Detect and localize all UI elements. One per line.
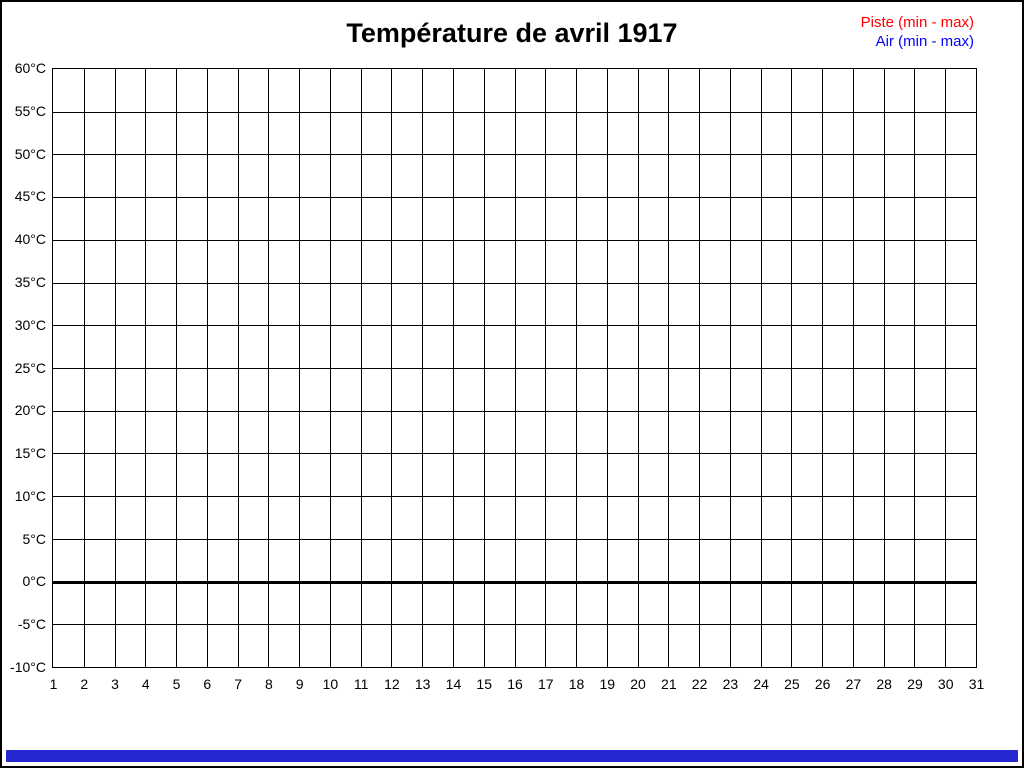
grid-hline bbox=[53, 111, 976, 113]
x-tick-label: 29 bbox=[907, 676, 923, 692]
x-tick-label: 1 bbox=[49, 676, 58, 692]
grid-hline bbox=[53, 154, 976, 156]
y-tick-label: 0°C bbox=[22, 573, 47, 590]
x-tick-label: 9 bbox=[295, 676, 304, 692]
x-tick-label: 20 bbox=[630, 676, 646, 692]
y-tick-label: 25°C bbox=[14, 359, 46, 376]
legend: Piste (min - max) Air (min - max) bbox=[861, 13, 974, 51]
x-tick-label: 24 bbox=[753, 676, 769, 692]
chart-title: Température de avril 1917 bbox=[346, 18, 678, 48]
x-tick-label: 5 bbox=[172, 676, 181, 692]
x-tick-label: 30 bbox=[937, 676, 954, 692]
x-tick-label: 14 bbox=[445, 676, 462, 692]
x-tick-label: 6 bbox=[203, 676, 212, 692]
y-tick-label: 15°C bbox=[14, 445, 46, 462]
x-tick-label: 21 bbox=[661, 676, 677, 692]
x-tick-label: 23 bbox=[722, 676, 739, 692]
x-tick-label: 10 bbox=[322, 676, 339, 692]
x-tick-label: 18 bbox=[568, 676, 585, 692]
y-tick-label: 5°C bbox=[22, 530, 47, 547]
y-tick-label: -10°C bbox=[10, 659, 46, 675]
x-tick-label: 15 bbox=[476, 676, 493, 692]
x-tick-label: 11 bbox=[353, 676, 369, 692]
y-tick-label: 40°C bbox=[14, 231, 46, 248]
x-tick-label: 25 bbox=[784, 676, 800, 692]
x-tick-label: 19 bbox=[599, 676, 616, 692]
grid-hline bbox=[53, 282, 976, 284]
y-tick-label: 35°C bbox=[14, 273, 46, 290]
y-tick-label: 60°C bbox=[14, 60, 46, 76]
legend-item-air: Air (min - max) bbox=[875, 33, 974, 50]
grid-hline bbox=[53, 197, 976, 199]
footer-scrollbar[interactable] bbox=[6, 750, 1018, 762]
y-tick-label: 55°C bbox=[14, 102, 46, 119]
grid-hline bbox=[53, 538, 976, 540]
x-tick-label: 17 bbox=[537, 676, 554, 692]
x-tick-label: 31 bbox=[968, 676, 985, 692]
x-tick-label: 16 bbox=[507, 676, 523, 692]
y-tick-label: 50°C bbox=[14, 145, 46, 162]
x-tick-label: 7 bbox=[234, 676, 242, 692]
grid-hline bbox=[53, 325, 976, 327]
x-tick-label: 26 bbox=[814, 676, 831, 692]
y-tick-label: 30°C bbox=[14, 316, 46, 333]
grid-hline bbox=[53, 239, 976, 241]
x-tick-label: 3 bbox=[111, 676, 119, 692]
grid-hline bbox=[53, 410, 976, 412]
zero-line bbox=[53, 580, 976, 584]
y-tick-label: 20°C bbox=[14, 402, 46, 419]
y-tick-label: -5°C bbox=[17, 616, 46, 633]
x-tick-label: 4 bbox=[141, 676, 150, 692]
x-tick-label: 28 bbox=[876, 676, 892, 692]
x-tick-label: 22 bbox=[691, 676, 708, 692]
grid-hline bbox=[53, 368, 976, 369]
x-tick-label: 2 bbox=[80, 676, 89, 692]
grid-hline bbox=[53, 453, 976, 455]
y-tick-label: 10°C bbox=[14, 487, 46, 504]
plot-area bbox=[52, 68, 977, 668]
x-tick-label: 13 bbox=[414, 676, 431, 692]
grid-hline bbox=[53, 624, 976, 626]
x-tick-label: 8 bbox=[264, 676, 273, 692]
grid-hline bbox=[53, 496, 976, 498]
x-tick-label: 12 bbox=[384, 676, 400, 692]
y-tick-label: 45°C bbox=[14, 188, 46, 205]
legend-item-piste: Piste (min - max) bbox=[860, 14, 974, 31]
x-tick-label: 27 bbox=[845, 676, 862, 692]
